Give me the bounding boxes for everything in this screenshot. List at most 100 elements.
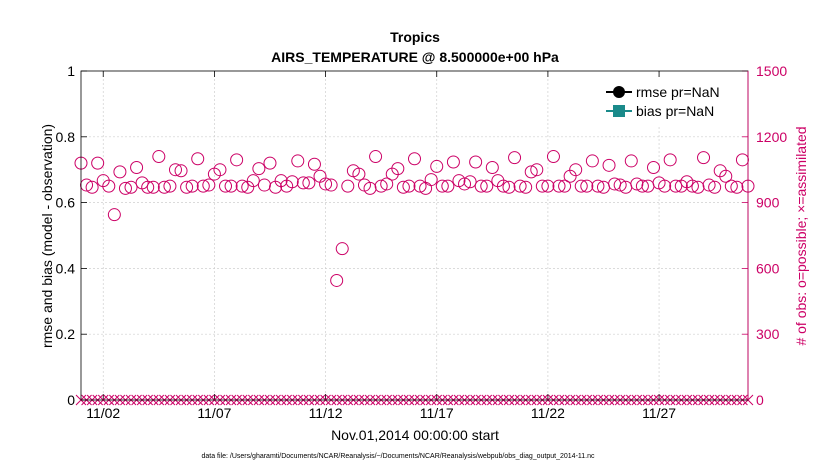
x-tick-label: 11/12 <box>309 405 343 421</box>
y-right-tick-label: 1200 <box>756 129 787 145</box>
x-tick-label: 11/07 <box>197 405 231 421</box>
y-left-tick-label: 0.8 <box>56 129 76 145</box>
x-tick-label: 11/17 <box>420 405 454 421</box>
possible-obs-point <box>530 163 544 177</box>
legend-bias-label: bias pr=NaN <box>636 103 714 119</box>
possible-obs-point <box>396 180 410 194</box>
possible-obs-point <box>719 169 733 183</box>
possible-obs-point <box>307 157 321 171</box>
possible-obs-point <box>541 179 555 193</box>
y-right-tick-label: 900 <box>756 195 780 211</box>
possible-obs-point <box>124 180 138 194</box>
possible-obs-point <box>697 151 711 165</box>
possible-obs-point <box>441 179 455 193</box>
possible-obs-point <box>191 152 205 166</box>
y-right-tick-label: 300 <box>756 326 780 342</box>
possible-obs-point <box>574 179 588 193</box>
possible-obs-point <box>469 155 483 169</box>
possible-obs-point <box>141 180 155 194</box>
x-tick-labels: 11/02 11/07 11/12 11/17 11/22 11/27 <box>86 405 676 421</box>
possible-obs-point <box>163 179 177 193</box>
possible-obs-point <box>519 180 533 194</box>
possible-obs-point <box>202 178 216 192</box>
possible-obs-point <box>285 175 299 189</box>
grid-lines <box>81 71 748 400</box>
possible-obs-point <box>296 176 310 190</box>
legend-rmse-label: rmse pr=NaN <box>636 84 720 100</box>
possible-obs-point <box>424 173 438 187</box>
possible-obs-point <box>341 179 355 193</box>
y-left-tick-label: 1 <box>67 63 75 79</box>
possible-obs-point <box>708 180 722 194</box>
possible-obs-point <box>474 179 488 193</box>
possible-obs-point <box>402 179 416 193</box>
possible-obs-point <box>430 159 444 173</box>
possible-obs-point <box>613 178 627 192</box>
possible-obs-point <box>513 179 527 193</box>
x-tick-label: 11/27 <box>642 405 676 421</box>
possible-obs-point <box>246 174 260 188</box>
possible-obs-point <box>146 180 160 194</box>
possible-obs-point <box>502 180 516 194</box>
possible-obs-point <box>157 180 171 194</box>
possible-obs-point <box>624 154 638 168</box>
possible-obs-point <box>702 178 716 192</box>
x-axis-label: Nov.01,2014 00:00:00 start <box>331 427 499 443</box>
possible-obs-point <box>130 161 144 175</box>
possible-obs-point <box>591 179 605 193</box>
possible-obs-point <box>685 179 699 193</box>
possible-obs-point <box>252 162 266 176</box>
possible-obs-point <box>585 154 599 168</box>
data-file-footer: data file: /Users/gharamti/Documents/NCA… <box>201 453 595 460</box>
possible-obs-point <box>602 158 616 172</box>
possible-obs-point <box>446 155 460 169</box>
possible-obs-point <box>458 177 472 191</box>
possible-obs-point <box>647 161 661 175</box>
possible-obs-point <box>374 179 388 193</box>
legend-rmse-marker <box>613 86 625 98</box>
legend-bias-marker <box>613 105 625 117</box>
possible-obs-point <box>413 179 427 193</box>
possible-obs-point <box>185 179 199 193</box>
y-left-tick-label: 0.4 <box>56 260 76 276</box>
possible-obs-point <box>552 179 566 193</box>
y-left-tick-label: 0 <box>67 392 75 408</box>
y-left-axis-label: rmse and bias (model - observation) <box>39 124 55 348</box>
possible-obs-point <box>174 164 188 178</box>
possible-obs-point <box>524 165 538 179</box>
possible-obs-point <box>102 179 116 193</box>
possible-obs-point <box>546 150 560 164</box>
possible-obs-point <box>302 176 316 190</box>
possible-obs-point <box>635 179 649 193</box>
possible-obs-point <box>724 179 738 193</box>
x-tick-label: 11/02 <box>86 405 120 421</box>
possible-obs-point <box>330 273 344 287</box>
legend-box <box>602 78 744 126</box>
possible-obs-point <box>107 208 121 222</box>
y-left-tick-labels: 0 0.2 0.4 0.6 0.8 1 <box>56 63 76 408</box>
chart-subtitle: AIRS_TEMPERATURE @ 8.500000e+00 hPa <box>271 49 559 65</box>
possible-obs-point <box>391 162 405 176</box>
possible-obs-point <box>663 153 677 167</box>
possible-obs-point <box>219 179 233 193</box>
possible-obs-point <box>91 156 105 170</box>
possible-obs-point <box>291 154 305 168</box>
possible-obs-point <box>369 150 383 164</box>
possible-obs-point <box>535 179 549 193</box>
possible-obs-point <box>569 163 583 177</box>
y-right-axis-label: # of obs: o=possible; ×=assimilated <box>793 126 809 345</box>
possible-obs-point <box>180 180 194 194</box>
y-right-tick-label: 1500 <box>756 63 787 79</box>
possible-obs-point <box>196 179 210 193</box>
possible-obs-point <box>485 161 499 175</box>
possible-obs-point <box>118 181 132 195</box>
axis-ticks <box>81 70 748 401</box>
possible-obs-point <box>335 242 349 256</box>
possible-obs-point <box>580 179 594 193</box>
possible-obs-point <box>263 156 277 170</box>
possible-obs-point <box>496 179 510 193</box>
possible-obs-point <box>235 179 249 193</box>
y-left-tick-label: 0.6 <box>56 195 76 211</box>
legend: rmse pr=NaN bias pr=NaN <box>602 78 744 126</box>
